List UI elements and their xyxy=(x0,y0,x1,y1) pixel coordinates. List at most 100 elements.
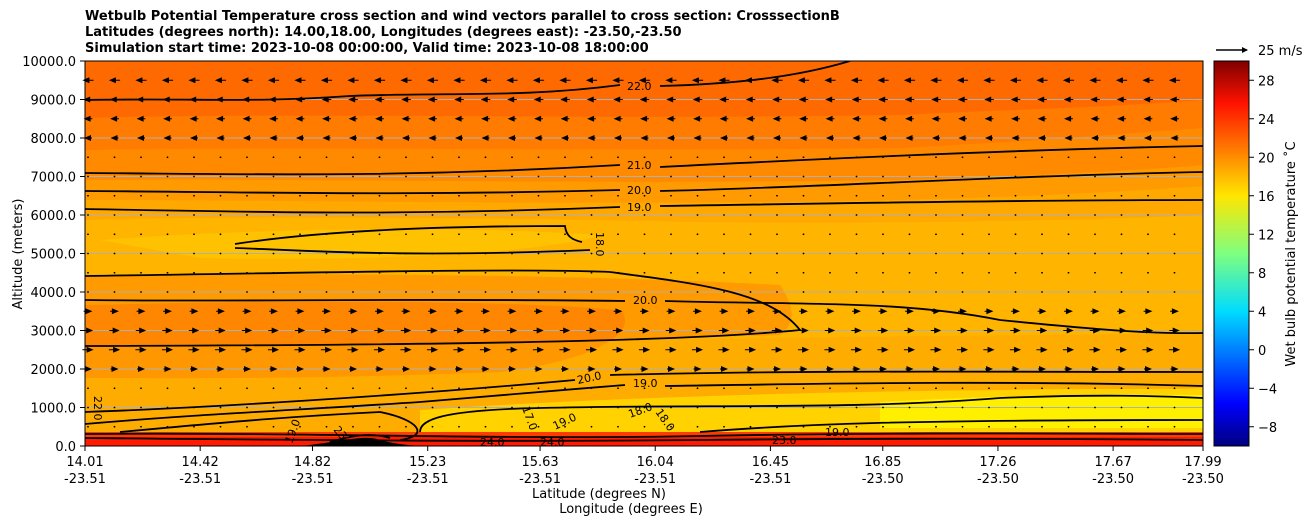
wind-arrow-icon xyxy=(1118,366,1126,372)
wind-calm-dot xyxy=(193,425,195,428)
wind-calm-dot xyxy=(484,233,487,236)
wind-arrow-icon xyxy=(243,135,250,141)
wind-calm-dot xyxy=(166,291,169,293)
wind-calm-dot xyxy=(219,387,222,390)
wind-arrow-icon xyxy=(245,327,253,334)
wind-arrow-icon xyxy=(86,346,94,353)
wind-calm-dot xyxy=(299,156,301,159)
wind-calm-dot xyxy=(935,406,937,409)
wind-arrow-icon xyxy=(1039,366,1046,372)
wind-calm-dot xyxy=(1067,271,1070,274)
wind-arrow-icon xyxy=(640,115,648,122)
wind-calm-dot xyxy=(908,291,911,293)
wind-calm-dot xyxy=(1120,291,1123,293)
wind-calm-dot xyxy=(1094,387,1096,390)
wind-calm-dot xyxy=(855,291,858,293)
wind-calm-dot xyxy=(1014,387,1017,390)
wind-calm-dot xyxy=(988,194,990,197)
colorbar-tick-label: 12 xyxy=(1258,228,1275,243)
wind-calm-dot xyxy=(272,291,275,293)
wind-arrow-icon xyxy=(1145,366,1152,372)
wind-calm-dot xyxy=(961,425,964,428)
wind-arrow-icon xyxy=(693,135,701,141)
wind-calm-dot xyxy=(405,233,407,236)
wind-calm-dot xyxy=(458,271,460,274)
wind-calm-dot xyxy=(325,406,328,409)
wind-arrow-icon xyxy=(217,366,225,372)
wind-arrow-icon xyxy=(1010,96,1018,103)
wind-calm-dot xyxy=(378,252,381,255)
wind-arrow-icon xyxy=(668,366,675,372)
wind-calm-dot xyxy=(643,233,646,236)
wind-arrow-icon xyxy=(1143,96,1151,103)
wind-arrow-icon xyxy=(321,96,329,103)
wind-calm-dot xyxy=(458,252,460,255)
wind-arrow-icon xyxy=(1118,308,1126,315)
wind-arrow-icon xyxy=(1170,135,1178,141)
wind-calm-dot xyxy=(988,175,990,178)
wind-calm-dot xyxy=(988,271,990,274)
wind-calm-dot xyxy=(1067,156,1070,159)
wind-arrow-icon xyxy=(111,308,119,315)
wind-calm-dot xyxy=(590,425,593,428)
wind-calm-dot xyxy=(113,214,116,216)
y-tick-label: 0.0 xyxy=(55,440,76,455)
wind-calm-dot xyxy=(749,425,752,428)
wind-arrow-icon xyxy=(774,366,781,372)
wind-arrow-icon xyxy=(773,135,780,141)
wind-arrow-icon xyxy=(537,346,545,353)
wind-arrow-icon xyxy=(588,308,596,315)
wind-arrow-icon xyxy=(1170,115,1178,122)
wind-arrow-icon xyxy=(110,135,118,141)
wind-calm-dot xyxy=(511,425,513,428)
wind-arrow-icon xyxy=(1093,327,1101,334)
wind-calm-dot xyxy=(140,291,142,293)
wind-calm-dot xyxy=(87,252,89,255)
wind-calm-dot xyxy=(166,406,169,409)
wind-calm-dot xyxy=(113,271,116,274)
wind-calm-dot xyxy=(219,175,222,178)
wind-calm-dot xyxy=(935,156,937,159)
wind-calm-dot xyxy=(458,175,460,178)
colorbar-tick-label: −8 xyxy=(1258,421,1277,436)
wind-calm-dot xyxy=(723,387,725,390)
wind-arrow-icon xyxy=(83,96,91,103)
wind-calm-dot xyxy=(325,214,328,216)
wind-calm-dot xyxy=(378,406,381,409)
wind-calm-dot xyxy=(246,194,248,197)
wind-arrow-icon xyxy=(376,308,384,315)
wind-calm-dot xyxy=(325,233,328,236)
wind-calm-dot xyxy=(405,156,407,159)
wind-arrow-icon xyxy=(931,96,939,103)
wind-arrow-icon xyxy=(137,135,144,141)
wind-calm-dot xyxy=(272,194,275,197)
wind-arrow-icon xyxy=(298,346,306,353)
wind-calm-dot xyxy=(1041,214,1043,216)
wind-arrow-icon xyxy=(695,327,703,334)
wind-calm-dot xyxy=(166,252,169,255)
wind-calm-dot xyxy=(749,175,752,178)
wind-calm-dot xyxy=(193,271,195,274)
wind-arrow-icon xyxy=(85,308,93,315)
wind-arrow-icon xyxy=(164,366,172,372)
wind-arrow-icon xyxy=(587,115,595,122)
wind-arrow-icon xyxy=(112,327,120,334)
wind-calm-dot xyxy=(1147,271,1149,274)
wind-calm-dot xyxy=(458,156,460,159)
wind-calm-dot xyxy=(1041,252,1043,255)
wind-arrow-icon xyxy=(719,96,727,103)
wind-calm-dot xyxy=(723,425,725,428)
wind-calm-dot xyxy=(484,291,487,293)
wind-arrow-icon xyxy=(244,366,251,372)
wind-calm-dot xyxy=(643,214,646,216)
wind-calm-dot xyxy=(1173,406,1176,409)
wind-arrow-icon xyxy=(560,96,568,103)
wind-calm-dot xyxy=(325,156,328,159)
wind-calm-dot xyxy=(511,233,513,236)
wind-arrow-icon xyxy=(906,308,914,315)
wind-arrow-icon xyxy=(930,77,938,84)
wind-arrow-icon xyxy=(350,308,358,315)
x-tick-label-lon: -23.51 xyxy=(64,472,106,487)
wind-arrow-icon xyxy=(428,115,436,122)
wind-arrow-icon xyxy=(720,135,727,141)
